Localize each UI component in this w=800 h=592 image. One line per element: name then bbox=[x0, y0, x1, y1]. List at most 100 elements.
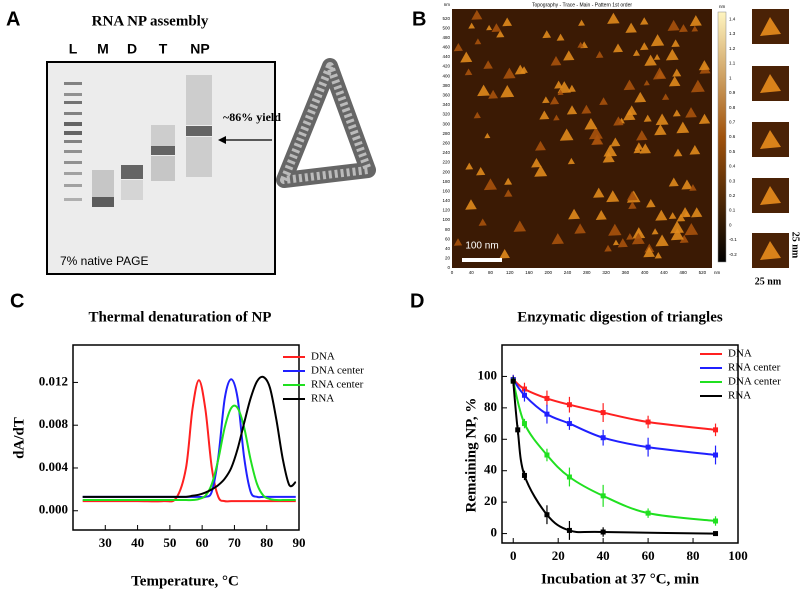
afm-particle bbox=[491, 23, 502, 33]
afm-particle bbox=[483, 60, 493, 69]
afm-y-tick: 460 bbox=[442, 45, 450, 50]
afm-particle bbox=[593, 187, 605, 198]
x-tick-label: 80 bbox=[687, 548, 700, 563]
scale-bar-label: 100 nm bbox=[465, 241, 498, 252]
data-point bbox=[544, 395, 550, 401]
y-tick-label: 0.004 bbox=[39, 459, 69, 474]
afm-particle bbox=[539, 110, 550, 120]
lane-label: M bbox=[97, 41, 109, 57]
legend-label: DNA center bbox=[311, 365, 364, 377]
gel-bands bbox=[64, 75, 212, 207]
afm-x-tick: 240 bbox=[564, 270, 572, 275]
x-axis-label: Temperature, °C bbox=[131, 573, 239, 589]
gel-title: RNA NP assembly bbox=[92, 13, 209, 29]
data-point bbox=[713, 427, 719, 433]
afm-particle bbox=[502, 17, 513, 27]
afm-particle bbox=[599, 97, 608, 106]
chart-title: Thermal denaturation of NP bbox=[89, 309, 272, 325]
panel-label: D bbox=[410, 290, 424, 312]
series-line bbox=[82, 375, 297, 498]
afm-particle bbox=[665, 48, 679, 61]
afm-x-tick: 0 bbox=[451, 270, 454, 275]
afm-particle bbox=[483, 178, 498, 191]
data-point bbox=[510, 378, 516, 384]
afm-particle bbox=[643, 79, 650, 86]
afm-particle bbox=[634, 91, 647, 103]
afm-particle bbox=[499, 249, 510, 259]
afm-y-tick: 520 bbox=[442, 16, 450, 21]
chart-title: Enzymatic digestion of triangles bbox=[517, 309, 723, 325]
scale-bar bbox=[462, 258, 502, 262]
afm-particle bbox=[644, 54, 657, 66]
afm-particle bbox=[676, 121, 690, 134]
afm-y-tick: 500 bbox=[442, 25, 450, 30]
afm-particle bbox=[650, 34, 665, 47]
afm-y-tick: 440 bbox=[442, 54, 450, 59]
data-point bbox=[566, 421, 572, 427]
data-point bbox=[544, 411, 550, 417]
afm-x-tick: 160 bbox=[525, 270, 533, 275]
afm-particle bbox=[655, 234, 669, 247]
afm-particle bbox=[607, 12, 620, 24]
afm-particle bbox=[652, 67, 667, 80]
colorbar bbox=[717, 11, 727, 263]
afm-particle bbox=[643, 114, 652, 122]
y-tick-label: 0.012 bbox=[39, 373, 68, 388]
afm-particle bbox=[471, 9, 483, 20]
afm-particle bbox=[684, 223, 699, 236]
colorbar-tick: 0.8 bbox=[729, 105, 736, 110]
x-tick-label: 100 bbox=[728, 548, 748, 563]
inset-particle bbox=[760, 74, 781, 93]
afm-particle bbox=[651, 228, 659, 235]
x-tick-label: 70 bbox=[228, 535, 241, 550]
data-point bbox=[645, 444, 651, 450]
afm-particle bbox=[468, 22, 476, 29]
afm-y-tick: 300 bbox=[442, 121, 450, 126]
afm-particle bbox=[654, 252, 662, 259]
gel bbox=[46, 61, 276, 275]
afm-particle bbox=[557, 81, 572, 94]
afm-particle bbox=[504, 189, 513, 197]
afm-particle bbox=[554, 80, 564, 89]
afm-particle bbox=[639, 42, 649, 51]
afm-particle bbox=[563, 50, 575, 61]
afm-particle bbox=[567, 157, 575, 165]
afm-x-tick: 480 bbox=[679, 270, 687, 275]
y-tick-label: 40 bbox=[484, 462, 497, 477]
legend-label: DNA bbox=[728, 348, 752, 360]
afm-y-tick: 180 bbox=[442, 179, 450, 184]
data-point bbox=[713, 531, 719, 537]
afm-particle bbox=[453, 42, 463, 52]
colorbar-tick: 1 bbox=[729, 75, 732, 80]
afm-particle bbox=[588, 126, 603, 140]
afm-particle bbox=[667, 19, 680, 31]
afm-particle bbox=[698, 60, 710, 71]
afm-particle bbox=[577, 41, 584, 48]
legend-label: RNA center bbox=[311, 379, 364, 391]
afm-particle bbox=[632, 49, 640, 56]
data-point bbox=[600, 493, 606, 499]
data-point bbox=[600, 435, 606, 441]
x-tick-label: 50 bbox=[163, 535, 176, 550]
afm-particle bbox=[478, 218, 487, 226]
colorbar-unit: nm bbox=[719, 4, 726, 9]
series-line bbox=[512, 378, 716, 456]
data-point bbox=[645, 510, 651, 516]
afm-particle bbox=[679, 234, 689, 243]
afm-particle bbox=[628, 201, 637, 209]
afm-particle bbox=[626, 233, 634, 240]
afm-particle bbox=[685, 107, 697, 118]
afm-particle bbox=[691, 25, 699, 32]
afm-particle bbox=[617, 238, 628, 248]
inset-particle bbox=[760, 186, 781, 205]
afm-particle bbox=[595, 210, 607, 220]
afm-particle bbox=[477, 84, 491, 97]
afm-particle bbox=[574, 223, 586, 234]
afm-particle bbox=[549, 96, 560, 105]
afm-particle bbox=[670, 228, 684, 241]
data-point bbox=[713, 518, 719, 524]
afm-particle bbox=[581, 104, 592, 114]
y-tick-label: 0.008 bbox=[39, 416, 69, 431]
